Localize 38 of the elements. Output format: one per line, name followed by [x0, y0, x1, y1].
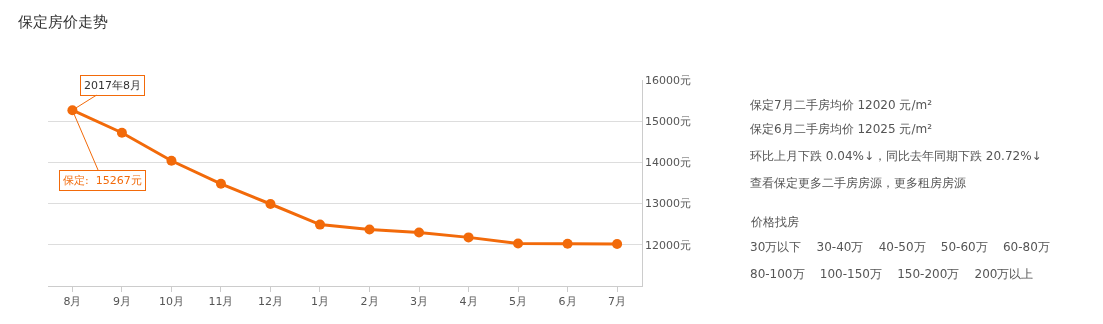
x-tick-label: 6月 — [558, 295, 577, 309]
point — [414, 227, 425, 238]
annotation: 保定: 15267元 — [63, 174, 142, 187]
point — [215, 178, 226, 189]
point — [612, 238, 623, 249]
point — [562, 238, 573, 249]
text: 80-100万 100-150万 150-200万 200万以上 — [750, 267, 1034, 281]
x-tick-label: 3月 — [410, 295, 429, 309]
y-tick-label: 15000元 — [645, 115, 692, 129]
x-tick-label: 1月 — [310, 295, 329, 309]
point — [364, 224, 375, 235]
text: 30万以下 30-40万 40-50万 50-60万 60-80万 — [750, 240, 1050, 254]
chart-title: 保定房价走势 — [17, 12, 108, 31]
text: 保定6月二手房均价 12025 元/m² — [750, 122, 933, 136]
y-tick-label: 16000元 — [645, 73, 692, 87]
x-tick-label: 2月 — [360, 295, 379, 309]
point — [513, 238, 524, 249]
text: 价格找房 — [750, 215, 799, 229]
x-tick-label: 4月 — [459, 295, 478, 309]
point — [166, 155, 177, 166]
text: 保定7月二手房均价 12020 元/m² — [750, 98, 933, 112]
text: 环比上月下跌 0.04%↓，同比去年同期下跌 20.72%↓ — [750, 149, 1042, 163]
point — [116, 127, 127, 138]
y-tick-label: 13000元 — [645, 197, 692, 211]
y-tick-label: 14000元 — [645, 156, 692, 170]
x-tick-label: 5月 — [509, 295, 528, 309]
x-tick-label: 11月 — [208, 295, 234, 309]
x-tick-label: 8月 — [63, 295, 82, 309]
y-tick-label: 12000元 — [645, 238, 692, 252]
point — [314, 219, 325, 230]
x-tick-label: 9月 — [112, 295, 131, 309]
point — [265, 199, 276, 210]
x-tick-label: 7月 — [608, 295, 627, 309]
text: 查看保定更多二手房房源，更多租房房源 — [750, 176, 966, 190]
x-tick-label: 12月 — [257, 295, 283, 309]
point — [463, 232, 474, 243]
x-tick-label: 10月 — [158, 295, 184, 309]
annotation: 2017年8月 — [84, 79, 141, 92]
